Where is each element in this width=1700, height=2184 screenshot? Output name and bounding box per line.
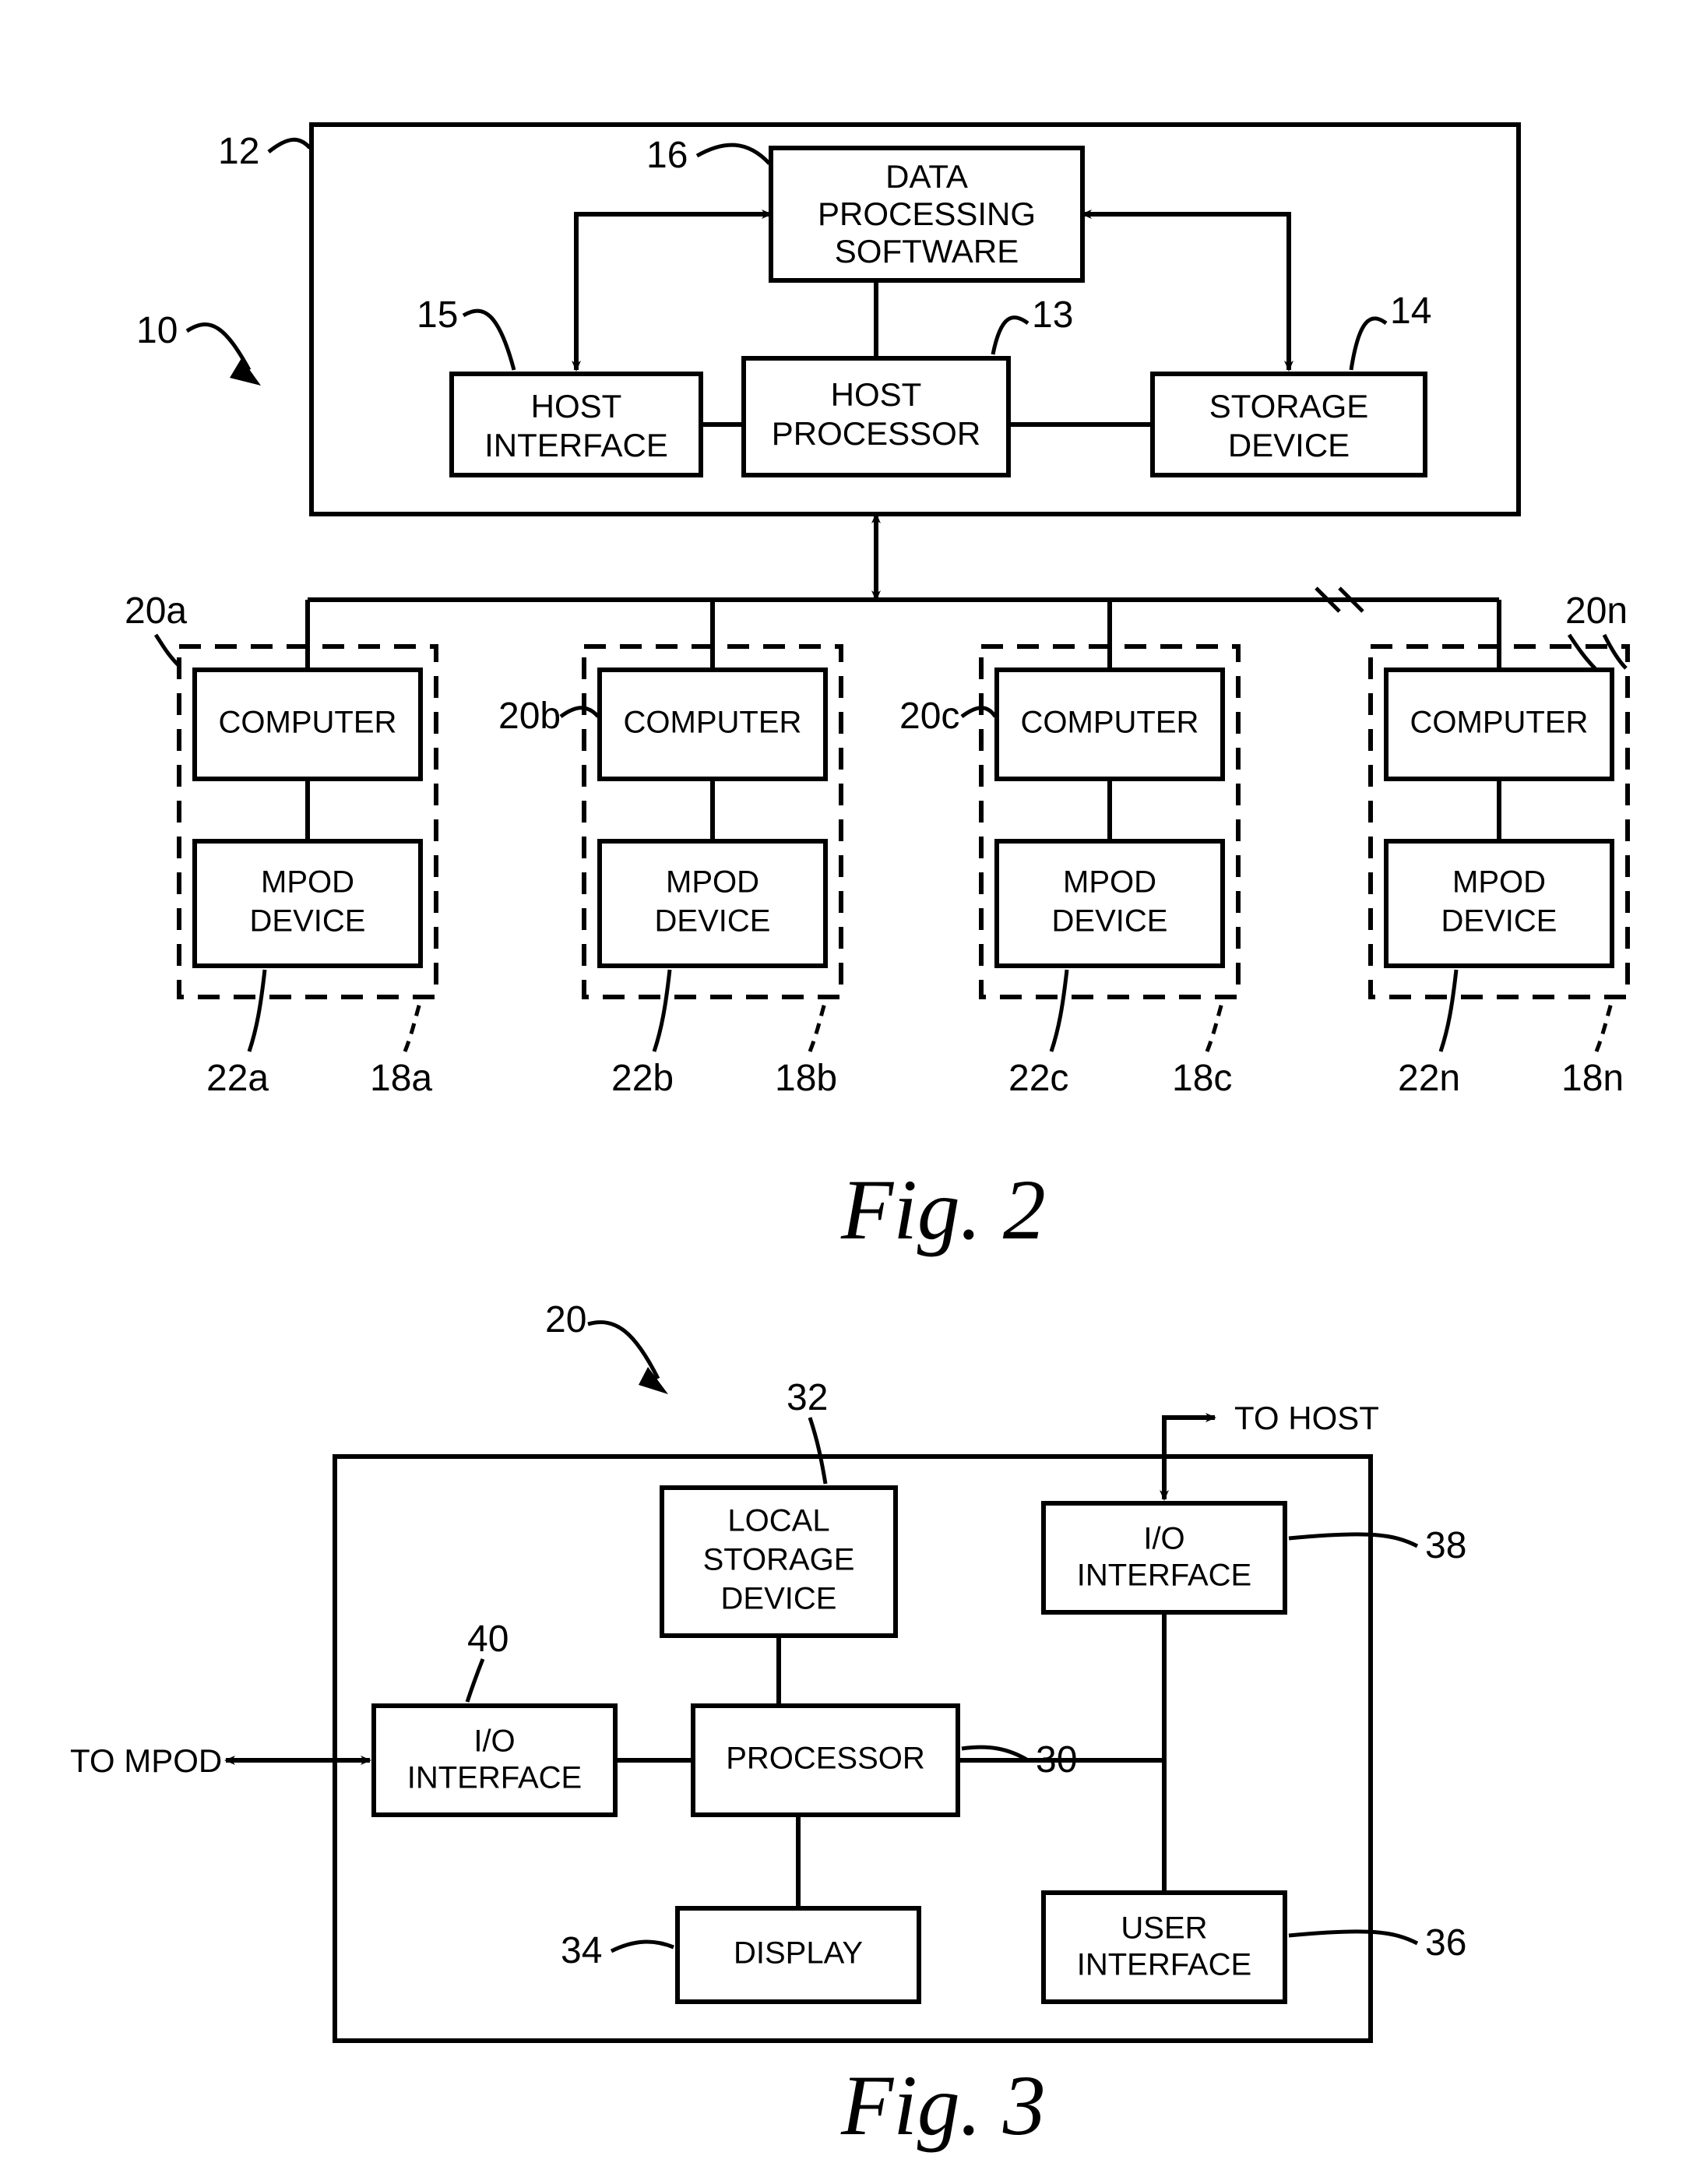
fig2-ref-14-lead (1351, 319, 1386, 370)
fig3-processor-l1: PROCESSOR (726, 1742, 925, 1776)
fig2-ref-22a-lead (249, 970, 265, 1051)
fig2-station-c-mpod-l1: MPOD (1063, 865, 1156, 900)
fig2-ref-22n-lead (1441, 970, 1456, 1051)
fig3-ref-40: 40 (467, 1619, 509, 1660)
fig2-ref-20a-lead (156, 635, 179, 666)
fig2-station-b-mpod-l2: DEVICE (655, 904, 771, 939)
fig2-ref-18a: 18a (370, 1058, 432, 1099)
fig3-ref-38-lead (1289, 1534, 1417, 1546)
fig2-ref-20b: 20b (498, 696, 561, 737)
fig2-station-c-mpod-l2: DEVICE (1052, 904, 1168, 939)
fig2-ref-14: 14 (1390, 291, 1431, 332)
fig2-ref-18n: 18n (1561, 1058, 1624, 1099)
fig2-ref-20n-lead (1569, 635, 1596, 670)
fig2-host-processor-l2: PROCESSOR (772, 415, 980, 452)
fig2-station-b-mpod-l1: MPOD (666, 865, 759, 900)
fig2-ref-20c-lead (962, 708, 995, 717)
fig2-station-n-mpod-l2: DEVICE (1441, 904, 1557, 939)
fig3-to-host-label: TO HOST (1234, 1400, 1379, 1436)
fig3-ref-34-lead (611, 1942, 674, 1951)
fig3-local-storage-l3: DEVICE (721, 1582, 837, 1616)
fig2-ref-18c: 18c (1172, 1058, 1232, 1099)
fig3-io-l-l2: INTERFACE (407, 1761, 582, 1795)
fig2-station-a-mpod-l2: DEVICE (250, 904, 366, 939)
fig2-ref-10: 10 (136, 310, 178, 351)
fig2-ref-12: 12 (218, 131, 259, 172)
fig2-ref-20b-lead (561, 708, 598, 717)
fig2-ref-20a: 20a (125, 590, 187, 632)
fig2-ref-13-lead (993, 318, 1028, 354)
fig2-ref-22b-lead (654, 970, 670, 1051)
fig2-station-c-comp-text: COMPUTER (1021, 706, 1199, 740)
fig3-io-l-l1: I/O (473, 1724, 515, 1759)
fig2-ref-15-lead (463, 311, 514, 370)
fig2-arrow-dp-to-hi (576, 214, 771, 370)
fig2-data-proc-l1: DATA (885, 158, 968, 195)
fig2-ref-18b: 18b (775, 1058, 837, 1099)
fig2-data-proc-l2: PROCESSING (818, 196, 1036, 232)
fig2-station-a-comp-text: COMPUTER (219, 706, 397, 740)
fig3-ref-30: 30 (1036, 1739, 1077, 1781)
fig2-ref-13: 13 (1032, 294, 1073, 336)
fig2-host-interface-l1: HOST (531, 388, 622, 424)
fig2-ref-22b: 22b (611, 1058, 674, 1099)
fig2-station-n-comp-text: COMPUTER (1410, 706, 1589, 740)
fig3-ref-40-lead (467, 1659, 483, 1702)
fig3-local-storage-l2: STORAGE (703, 1543, 855, 1577)
fig2-ref-22n: 22n (1398, 1058, 1460, 1099)
fig3-ref-36-lead (1289, 1932, 1417, 1943)
fig2-label: Fig. 2 (840, 1162, 1046, 1257)
fig2-ref-22a: 22a (206, 1058, 269, 1099)
fig2-ref-22c: 22c (1008, 1058, 1068, 1099)
fig2-ref-22c-lead (1051, 970, 1067, 1051)
fig2-station-n-mpod-l1: MPOD (1452, 865, 1546, 900)
fig2-ref-16: 16 (646, 135, 688, 176)
fig2-ref-12-lead (269, 139, 310, 152)
fig3-to-mpod-label: TO MPOD (70, 1742, 222, 1779)
fig2-ref-16-lead (697, 145, 769, 164)
fig3-io-r-l1: I/O (1143, 1522, 1184, 1556)
fig3-ref-36: 36 (1425, 1922, 1466, 1964)
fig2-ref-20n: 20n (1565, 590, 1628, 632)
fig2-data-proc-l3: SOFTWARE (835, 233, 1019, 269)
fig2-host-processor-l1: HOST (831, 376, 922, 413)
fig2-ref-18n-lead (1596, 1001, 1612, 1051)
fig3-ref-32: 32 (787, 1377, 828, 1418)
fig2-ref-18a-lead (405, 1001, 421, 1051)
fig3-local-storage-l1: LOCAL (727, 1504, 829, 1538)
fig2-arrow-dp-to-sd (1082, 214, 1289, 370)
fig2-station-b-comp-text: COMPUTER (624, 706, 802, 740)
fig3-io-r-l2: INTERFACE (1077, 1559, 1251, 1593)
fig3-ref-34: 34 (561, 1930, 602, 1971)
fig2-ref-20n-lead2 (1604, 635, 1626, 668)
fig2-ref-20c: 20c (899, 696, 959, 737)
fig2-ref-18b-lead (810, 1001, 825, 1051)
fig3-label: Fig. 3 (840, 2058, 1046, 2153)
fig3-ref-20: 20 (545, 1299, 586, 1340)
fig3-ui-l1: USER (1121, 1911, 1207, 1946)
fig2-ref-18c-lead (1207, 1001, 1223, 1051)
fig2-host-interface-l2: INTERFACE (484, 427, 668, 463)
fig3-ui-l2: INTERFACE (1077, 1948, 1251, 1982)
fig2-station-a-mpod-l1: MPOD (261, 865, 354, 900)
fig2-ref-15: 15 (417, 294, 458, 336)
fig3-display-l1: DISPLAY (734, 1936, 863, 1971)
fig2-storage-device-l2: DEVICE (1228, 427, 1350, 463)
fig3-ref-32-lead (810, 1418, 825, 1484)
fig2-storage-device-l1: STORAGE (1209, 388, 1369, 424)
fig3-ref-38: 38 (1425, 1525, 1466, 1566)
